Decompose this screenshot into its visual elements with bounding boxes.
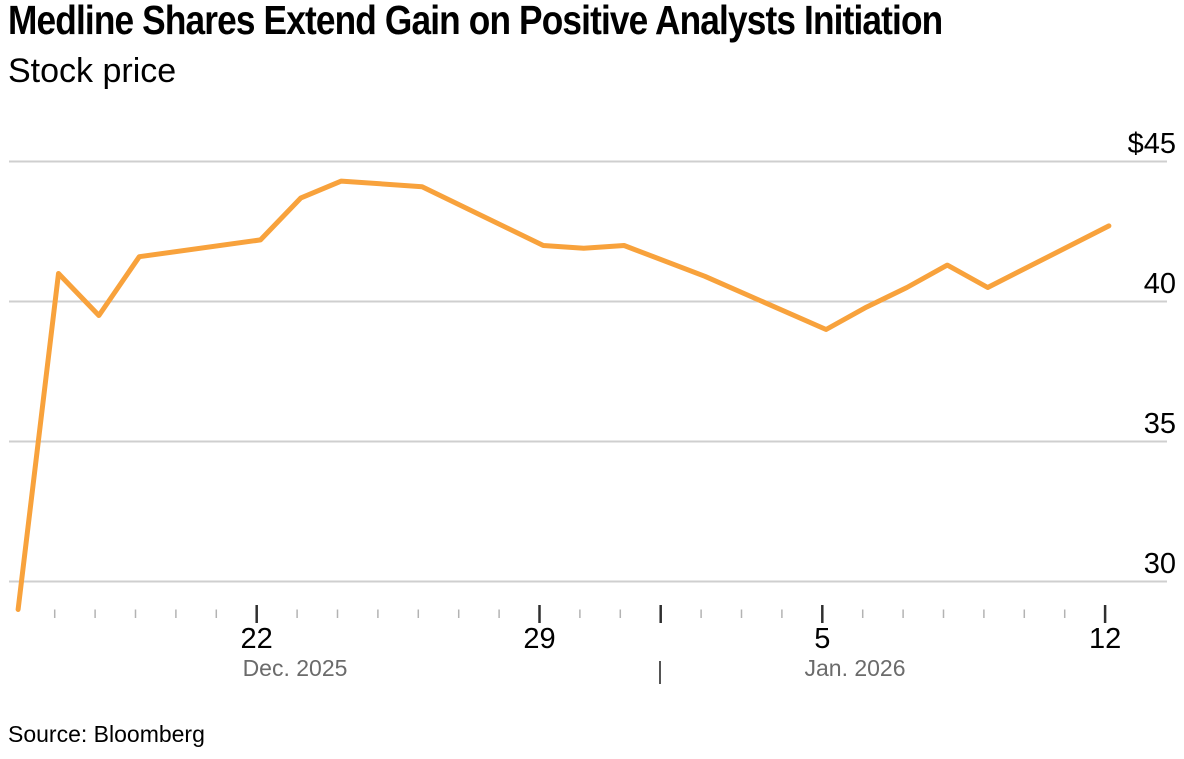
x-axis-label-22: 22 xyxy=(240,623,273,655)
y-axis-label-45: $45 xyxy=(1127,127,1176,160)
month-separator: | xyxy=(656,657,664,685)
x-axis-label-5: 5 xyxy=(814,623,831,655)
source-credit: Source: Bloomberg xyxy=(8,721,205,747)
y-axis-label-35: 35 xyxy=(1143,407,1176,440)
y-axis-label-40: 40 xyxy=(1143,267,1176,300)
stock-price-line xyxy=(15,178,1112,612)
month-label-jan-2026: Jan. 2026 xyxy=(804,655,906,681)
month-label-dec-2025: Dec. 2025 xyxy=(242,655,348,681)
chart-subtitle: Stock price xyxy=(8,52,177,90)
y-axis-label-30: 30 xyxy=(1143,547,1176,580)
x-axis-label-29: 29 xyxy=(523,623,556,655)
chart-title: Medline Shares Extend Gain on Positive A… xyxy=(8,0,943,43)
x-axis-label-12: 12 xyxy=(1088,623,1122,655)
